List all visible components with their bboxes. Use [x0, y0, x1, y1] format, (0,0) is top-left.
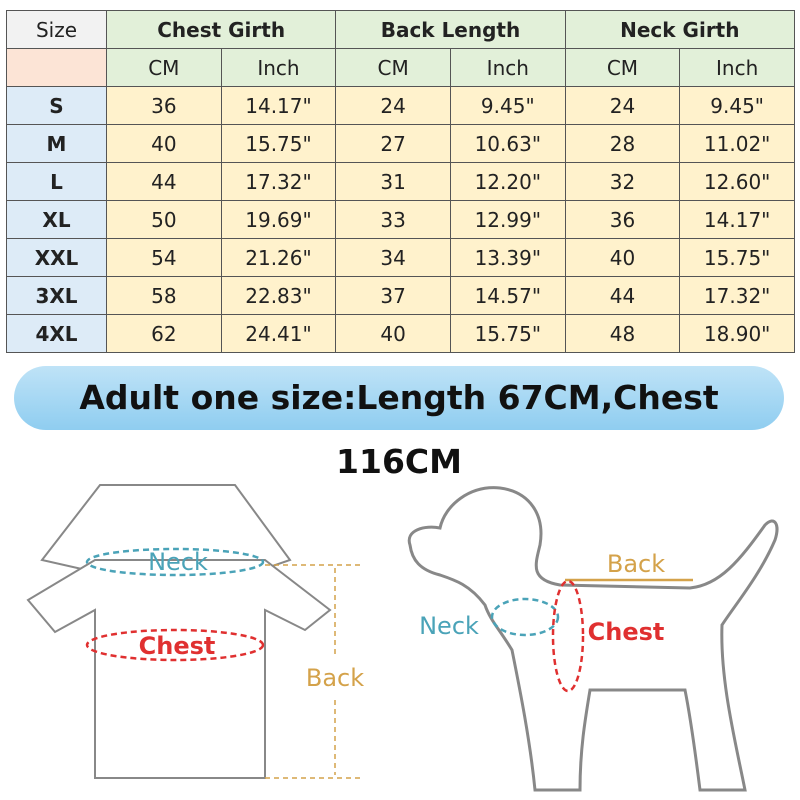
value-cell: 58 [106, 276, 222, 315]
value-cell: 48 [564, 314, 681, 353]
value-cell: 33 [335, 200, 451, 239]
value-cell: 24 [564, 86, 681, 125]
size-header: Size [6, 10, 107, 49]
size-cell: S [6, 86, 107, 125]
value-cell: 15.75" [449, 314, 566, 353]
group-header: Chest Girth [105, 10, 337, 49]
value-cell: 40 [335, 314, 451, 353]
size-row: S 36 14.17" 24 9.45" 24 9.45" [6, 86, 795, 125]
size-cell: M [6, 124, 107, 163]
value-cell: 19.69" [220, 200, 337, 239]
value-cell: 32 [564, 162, 681, 201]
dog-back-label: Back [607, 550, 665, 578]
shirt [26, 484, 332, 779]
blank-cell [6, 48, 107, 87]
size-row: L 44 17.32" 31 12.20" 32 12.60" [6, 162, 795, 201]
value-cell: 31 [335, 162, 451, 201]
size-cell: XL [6, 200, 107, 239]
dog-neck-label: Neck [419, 612, 479, 640]
value-cell: 24 [335, 86, 451, 125]
value-cell: 10.63" [449, 124, 566, 163]
shirt-back-label: Back [306, 664, 364, 692]
unit-header: Inch [220, 48, 337, 87]
value-cell: 12.99" [449, 200, 566, 239]
banner: Adult one size:Length 67CM,Chest 116CM [14, 366, 784, 481]
size-row: XXL 54 21.26" 34 13.39" 40 15.75" [6, 238, 795, 277]
dog-chest-label: Chest [588, 618, 665, 646]
value-cell: 9.45" [679, 86, 795, 125]
size-row: M 40 15.75" 27 10.63" 28 11.02" [6, 124, 795, 163]
value-cell: 28 [564, 124, 681, 163]
value-cell: 15.75" [679, 238, 795, 277]
header-row: Size Chest Girth Back Length Neck Girth [6, 10, 796, 49]
value-cell: 9.45" [449, 86, 566, 125]
size-cell: XXL [6, 238, 107, 277]
unit-header: Inch [679, 48, 795, 87]
value-cell: 22.83" [220, 276, 337, 315]
value-cell: 14.17" [679, 200, 795, 239]
size-cell: 4XL [6, 314, 107, 353]
group-header: Neck Girth [564, 10, 796, 49]
value-cell: 44 [106, 162, 222, 201]
unit-header: CM [335, 48, 451, 87]
shirt-chest-label: Chest [139, 632, 216, 660]
size-row: 4XL 62 24.41" 40 15.75" 48 18.90" [6, 314, 795, 353]
shirt-neck-label: Neck [148, 548, 208, 576]
value-cell: 36 [564, 200, 681, 239]
value-cell: 11.02" [679, 124, 795, 163]
value-cell: 17.32" [679, 276, 795, 315]
value-cell: 18.90" [679, 314, 795, 353]
value-cell: 37 [335, 276, 451, 315]
value-cell: 54 [106, 238, 222, 277]
size-row: XL 50 19.69" 33 12.99" 36 14.17" [6, 200, 795, 239]
value-cell: 17.32" [220, 162, 337, 201]
value-cell: 40 [106, 124, 222, 163]
value-cell: 24.41" [220, 314, 337, 353]
size-table: Size Chest Girth Back Length Neck Girth CM In… [6, 10, 796, 353]
unit-header: CM [106, 48, 222, 87]
size-row: 3XL 58 22.83" 37 14.57" 44 17.32" [6, 276, 795, 315]
size-cell: L [6, 162, 107, 201]
value-cell: 62 [106, 314, 222, 353]
dog [407, 486, 779, 792]
value-cell: 44 [564, 276, 681, 315]
value-cell: 12.60" [679, 162, 795, 201]
value-cell: 13.39" [449, 238, 566, 277]
unit-header: CM [564, 48, 681, 87]
value-cell: 21.26" [220, 238, 337, 277]
